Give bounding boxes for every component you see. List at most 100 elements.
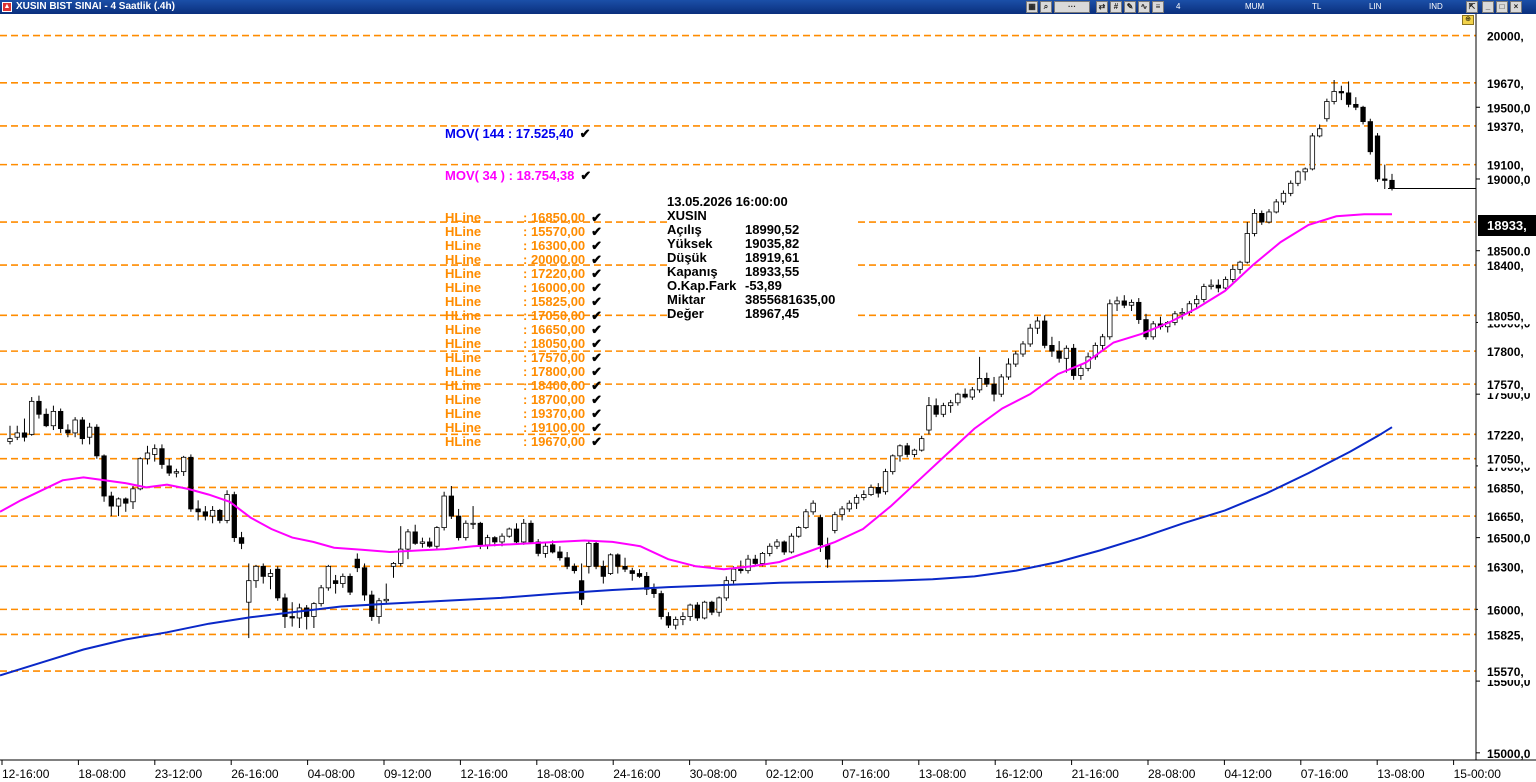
candle-down: [622, 565, 628, 570]
legend-hline-row: HLine: 15825,00 ✔: [445, 295, 602, 309]
candle-down: [1143, 319, 1149, 338]
candle-down: [58, 410, 64, 430]
candle-down: [658, 593, 664, 617]
indicator-icon[interactable]: ∿: [1138, 1, 1150, 13]
time-tick-label: 13-08:00: [1377, 767, 1425, 781]
candle-down: [1360, 106, 1366, 122]
check-icon[interactable]: ✔: [579, 126, 591, 141]
grid-icon[interactable]: #: [1110, 1, 1122, 13]
candle-up: [1273, 201, 1279, 213]
chart-settings-icon[interactable]: ▦: [1026, 1, 1038, 13]
legend-hline-label: HLine: [445, 392, 482, 407]
legend-hline-row: HLine: 16850,00 ✔: [445, 211, 602, 225]
candle-up: [701, 601, 708, 619]
check-icon[interactable]: ✔: [591, 364, 603, 379]
candle-up: [1005, 363, 1012, 378]
maximize-icon[interactable]: □: [1496, 1, 1508, 13]
candle-up: [29, 400, 35, 435]
legend-hline-row: HLine: 17570,00 ✔: [445, 351, 602, 365]
candlestick-chart[interactable]: 15000,015500,016000,016500,017000,017500…: [0, 14, 1536, 782]
check-icon[interactable]: ✔: [591, 406, 603, 421]
zoom-icon[interactable]: ⌕: [1040, 1, 1052, 13]
legend-hline-row: HLine: 19670,00 ✔: [445, 435, 602, 449]
indicator-selector[interactable]: IND: [1429, 2, 1443, 11]
check-icon[interactable]: ✔: [591, 224, 603, 239]
candle-up: [919, 438, 925, 451]
hline-label: 19670,: [1487, 77, 1524, 91]
pin-icon[interactable]: ⇱: [1466, 1, 1478, 13]
legend-hline-value: : 19370,00: [523, 406, 586, 421]
candle-down: [615, 554, 621, 567]
minimize-icon[interactable]: _: [1482, 1, 1494, 13]
check-icon[interactable]: ✔: [591, 420, 603, 435]
candle-down: [188, 456, 194, 510]
price-tick-label: 19000,0: [1487, 173, 1531, 187]
menu-icon[interactable]: ≡: [1152, 1, 1164, 13]
time-tick-label: 16-12:00: [995, 767, 1043, 781]
draw-icon[interactable]: ✎: [1124, 1, 1136, 13]
candle-up: [1179, 311, 1185, 315]
hline-label: 16650,: [1487, 510, 1524, 524]
legend-hline-value: : 15570,00: [523, 224, 586, 239]
compare-icon[interactable]: ⇄: [1096, 1, 1108, 13]
legend-hline-row: HLine: 18700,00 ✔: [445, 393, 602, 407]
candle-up: [1237, 261, 1243, 270]
ma-34-line: [0, 213, 1392, 571]
check-icon[interactable]: ✔: [591, 392, 603, 407]
legend-hline-label: HLine: [445, 364, 482, 379]
candle-up: [1302, 168, 1308, 173]
candle-down: [289, 616, 295, 619]
candle-up: [803, 511, 809, 528]
lock-icon[interactable]: ⊕: [1462, 15, 1474, 25]
legend-hline-label: HLine: [445, 210, 482, 225]
check-icon[interactable]: ✔: [591, 238, 603, 253]
legend-hline-value: : 17050,00: [523, 308, 586, 323]
candle-up: [470, 522, 476, 525]
ohlc-info-box: 13.05.2026 16:00:00 XUSIN Açılış 18990,52…: [667, 195, 857, 321]
time-tick-label: 12-16:00: [460, 767, 508, 781]
check-icon[interactable]: ✔: [591, 378, 603, 393]
candle-up: [767, 545, 773, 554]
candle-down: [202, 511, 209, 517]
close-icon[interactable]: ×: [1510, 1, 1522, 13]
hline-label-bg: [1478, 478, 1536, 497]
check-icon[interactable]: ✔: [591, 280, 603, 295]
legend-hline-value: : 16300,00: [523, 238, 586, 253]
check-icon[interactable]: ✔: [591, 252, 603, 267]
check-icon[interactable]: ✔: [591, 294, 603, 309]
check-icon[interactable]: ✔: [580, 168, 592, 183]
check-icon[interactable]: ✔: [591, 322, 603, 337]
legend-hline-label: HLine: [445, 350, 482, 365]
legend-hline-row: HLine: 15570,00 ✔: [445, 225, 602, 239]
candle-up: [224, 494, 230, 521]
info-symbol: XUSIN: [667, 208, 707, 223]
check-icon[interactable]: ✔: [591, 308, 603, 323]
symbol-field[interactable]: ···: [1054, 1, 1090, 13]
hline-label-bg: [1478, 73, 1536, 92]
check-icon[interactable]: ✔: [591, 336, 603, 351]
scale-selector[interactable]: LIN: [1369, 2, 1382, 11]
legend-hline-row: HLine: 17220,00 ✔: [445, 267, 602, 281]
check-icon[interactable]: ✔: [591, 434, 603, 449]
candle-up: [680, 616, 686, 620]
info-row: Açılış 18990,52: [667, 223, 857, 237]
candle-up: [1208, 284, 1214, 287]
info-value: 18990,52: [745, 222, 800, 237]
chart-type-selector[interactable]: MUM: [1245, 2, 1265, 11]
candle-down: [217, 509, 223, 521]
candle-up: [1201, 286, 1207, 300]
candle-up: [253, 565, 259, 582]
check-icon[interactable]: ✔: [591, 350, 603, 365]
time-tick-label: 12-16:00: [2, 767, 50, 781]
check-icon[interactable]: ✔: [591, 210, 603, 225]
hline-label-bg: [1478, 600, 1536, 619]
candle-layer: [7, 79, 1395, 639]
info-value: 18967,45: [745, 306, 800, 321]
candle-down: [1374, 135, 1381, 180]
legend-hline-row: HLine: 16000,00 ✔: [445, 281, 602, 295]
time-axis: 12-16:00 18-08:00 23-12:00 26-16:00 04-08:00…: [0, 759, 1536, 781]
period-selector[interactable]: 4 Saatlik: [1176, 2, 1201, 23]
check-icon[interactable]: ✔: [591, 266, 603, 281]
currency-selector[interactable]: TL: [1312, 2, 1322, 11]
legend-hline-value: : 19670,00: [523, 434, 586, 449]
